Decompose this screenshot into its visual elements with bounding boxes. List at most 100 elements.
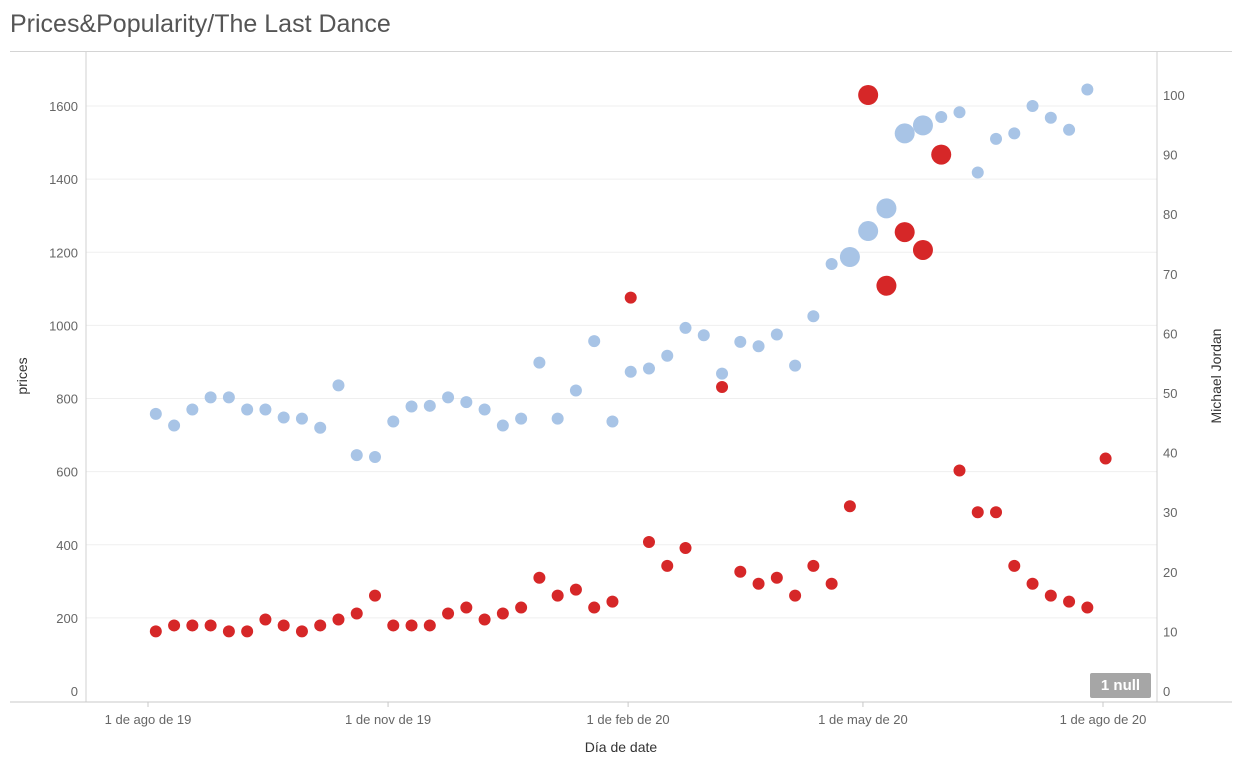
popularity-point[interactable] (953, 464, 966, 477)
price-point[interactable] (222, 391, 235, 404)
price-point[interactable] (858, 221, 879, 242)
price-point[interactable] (770, 328, 783, 341)
price-point[interactable] (716, 367, 729, 380)
price-point[interactable] (314, 421, 327, 434)
popularity-point[interactable] (423, 619, 436, 632)
price-point[interactable] (387, 415, 400, 428)
price-point[interactable] (642, 362, 655, 375)
price-point[interactable] (168, 419, 181, 432)
price-point[interactable] (295, 412, 308, 425)
price-point[interactable] (1026, 100, 1039, 112)
popularity-point[interactable] (222, 625, 235, 638)
price-point[interactable] (624, 365, 637, 378)
price-point[interactable] (1044, 111, 1057, 124)
price-point[interactable] (894, 123, 915, 144)
popularity-point[interactable] (770, 571, 783, 584)
popularity-point[interactable] (661, 559, 674, 572)
popularity-point[interactable] (551, 589, 564, 602)
price-point[interactable] (277, 411, 290, 424)
price-point[interactable] (1008, 127, 1021, 140)
popularity-point[interactable] (716, 381, 729, 394)
price-point[interactable] (332, 379, 345, 392)
price-point[interactable] (569, 384, 582, 397)
popularity-point[interactable] (569, 583, 582, 596)
popularity-point[interactable] (971, 506, 984, 519)
price-point[interactable] (533, 356, 546, 369)
price-point[interactable] (423, 399, 436, 412)
popularity-point[interactable] (350, 607, 363, 620)
price-point[interactable] (204, 391, 217, 404)
popularity-point[interactable] (931, 144, 952, 165)
price-point[interactable] (369, 451, 382, 463)
popularity-point[interactable] (405, 619, 418, 632)
popularity-point[interactable] (460, 601, 473, 614)
popularity-point[interactable] (314, 619, 327, 632)
price-point[interactable] (679, 321, 692, 334)
null-indicator-badge[interactable]: 1 null (1090, 673, 1151, 698)
popularity-point[interactable] (588, 601, 601, 614)
popularity-point[interactable] (1099, 452, 1112, 465)
popularity-point[interactable] (387, 619, 400, 632)
popularity-point[interactable] (679, 541, 692, 554)
price-point[interactable] (876, 198, 897, 219)
price-point[interactable] (752, 340, 765, 353)
popularity-point[interactable] (168, 619, 181, 632)
price-point[interactable] (496, 419, 509, 432)
price-point[interactable] (789, 359, 802, 372)
popularity-point[interactable] (1008, 559, 1021, 572)
popularity-point[interactable] (990, 506, 1003, 519)
popularity-point[interactable] (858, 85, 879, 105)
popularity-point[interactable] (496, 607, 509, 620)
price-point[interactable] (953, 106, 966, 119)
popularity-point[interactable] (204, 619, 217, 632)
price-point[interactable] (1081, 83, 1094, 96)
popularity-point[interactable] (752, 577, 765, 590)
price-point[interactable] (478, 403, 491, 416)
popularity-point[interactable] (515, 601, 528, 614)
popularity-point[interactable] (332, 613, 345, 626)
price-point[interactable] (149, 407, 162, 420)
popularity-point[interactable] (295, 625, 308, 638)
popularity-point[interactable] (876, 275, 897, 296)
price-point[interactable] (971, 166, 984, 179)
popularity-point[interactable] (912, 239, 933, 260)
price-point[interactable] (1063, 123, 1076, 136)
price-point[interactable] (241, 403, 254, 416)
price-point[interactable] (442, 391, 455, 404)
price-point[interactable] (460, 396, 473, 409)
price-point[interactable] (825, 257, 838, 270)
price-point[interactable] (515, 412, 528, 425)
price-point[interactable] (350, 449, 363, 462)
price-point[interactable] (734, 335, 747, 348)
price-point[interactable] (259, 403, 272, 416)
popularity-point[interactable] (1081, 601, 1094, 614)
popularity-point[interactable] (478, 613, 491, 626)
popularity-point[interactable] (259, 613, 272, 626)
popularity-point[interactable] (533, 571, 546, 584)
popularity-point[interactable] (734, 565, 747, 578)
popularity-point[interactable] (894, 222, 915, 243)
popularity-point[interactable] (825, 577, 838, 590)
popularity-point[interactable] (149, 625, 162, 638)
price-point[interactable] (661, 349, 674, 362)
price-point[interactable] (697, 329, 710, 342)
popularity-point[interactable] (369, 589, 382, 602)
popularity-point[interactable] (807, 559, 820, 572)
popularity-point[interactable] (1026, 577, 1039, 590)
price-point[interactable] (935, 110, 948, 123)
price-point[interactable] (588, 335, 601, 348)
popularity-point[interactable] (642, 536, 655, 548)
popularity-point[interactable] (1063, 595, 1076, 608)
popularity-point[interactable] (843, 500, 856, 513)
popularity-point[interactable] (1044, 589, 1057, 602)
price-point[interactable] (186, 403, 199, 416)
price-point[interactable] (405, 400, 418, 413)
price-point[interactable] (839, 247, 860, 268)
popularity-point[interactable] (186, 619, 199, 632)
popularity-point[interactable] (606, 595, 619, 608)
price-point[interactable] (807, 310, 820, 323)
price-point[interactable] (990, 132, 1003, 145)
popularity-point[interactable] (241, 625, 254, 638)
price-point[interactable] (912, 115, 933, 136)
popularity-point[interactable] (277, 619, 290, 632)
